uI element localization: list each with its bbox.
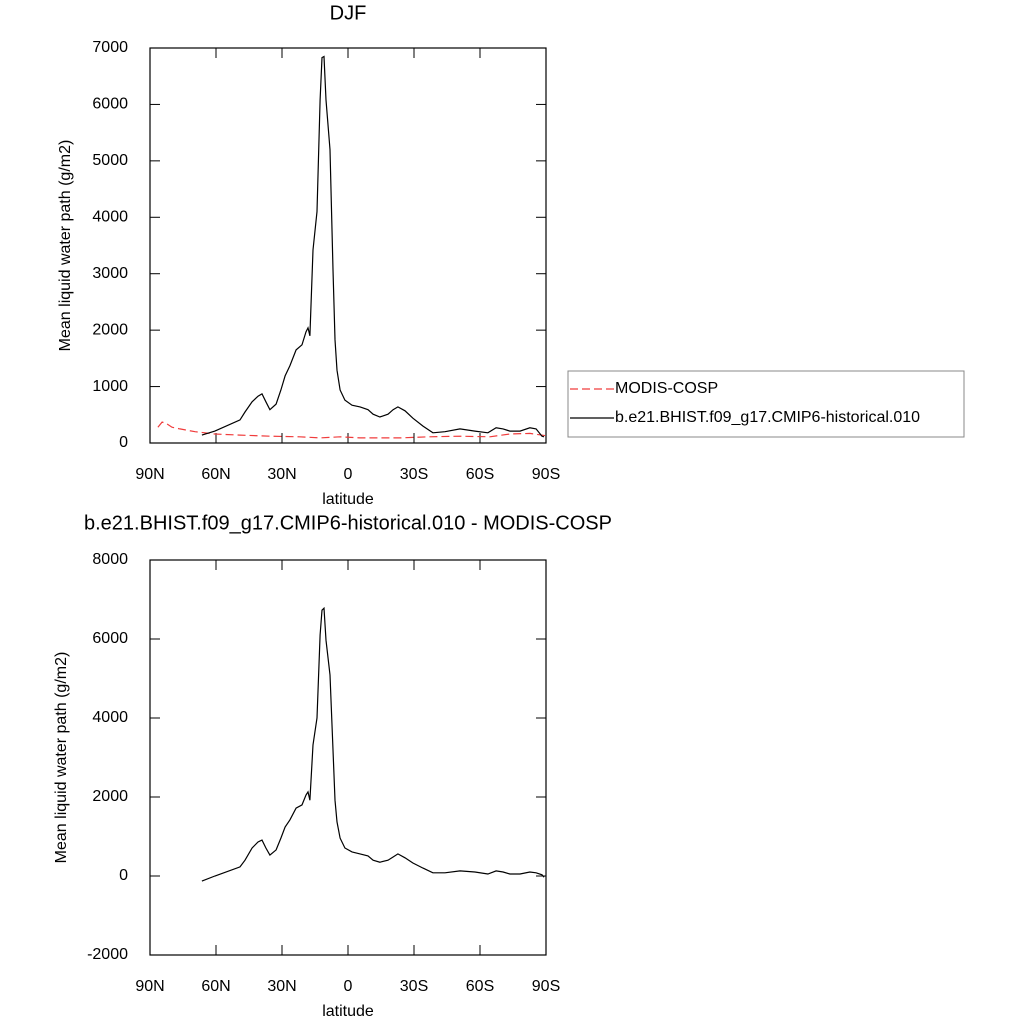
x-tick-label: 90S [532, 978, 560, 995]
plot-frame [149, 47, 547, 444]
y-tick-label: 1000 [92, 378, 128, 395]
x-tick-label: 60S [466, 466, 494, 483]
x-axis-label: latitude [322, 491, 374, 508]
y-axis-label: Mean liquid water path (g/m2) [53, 652, 70, 864]
x-tick-label: 30N [267, 466, 296, 483]
y-tick-label: 4000 [92, 209, 128, 226]
series-line [201, 55, 545, 438]
x-tick-label: 60N [201, 466, 230, 483]
legend-label: MODIS-COSP [615, 380, 718, 397]
y-tick-label: 8000 [92, 551, 128, 568]
y-tick-label: 0 [119, 867, 128, 884]
x-tick-label: 30N [267, 978, 296, 995]
y-tick-label: 0 [119, 434, 128, 451]
y-tick-label: 4000 [92, 709, 128, 726]
x-tick-label: 0 [344, 466, 353, 483]
x-tick-label: 60N [201, 978, 230, 995]
y-tick-label: 3000 [92, 265, 128, 282]
series-line [201, 606, 545, 882]
x-axis-label: latitude [322, 1003, 374, 1020]
y-tick-label: 6000 [92, 96, 128, 113]
plot-frame [149, 559, 547, 956]
y-tick-label: 5000 [92, 152, 128, 169]
chart-title: DJF [330, 2, 367, 24]
x-tick-label: 90N [135, 466, 164, 483]
x-tick-label: 90S [532, 466, 560, 483]
x-tick-label: 60S [466, 978, 494, 995]
y-tick-label: 7000 [92, 39, 128, 56]
legend-label: b.e21.BHIST.f09_g17.CMIP6-historical.010 [615, 409, 920, 426]
x-tick-label: 30S [400, 466, 428, 483]
y-tick-label: -2000 [87, 946, 128, 963]
chart-title: b.e21.BHIST.f09_g17.CMIP6-historical.010… [84, 512, 612, 534]
x-tick-label: 0 [344, 978, 353, 995]
y-tick-label: 6000 [92, 630, 128, 647]
y-axis-label: Mean liquid water path (g/m2) [57, 140, 74, 352]
series-line [157, 421, 547, 439]
legend-box [567, 370, 965, 438]
y-tick-label: 2000 [92, 321, 128, 338]
y-tick-label: 2000 [92, 788, 128, 805]
x-tick-label: 30S [400, 978, 428, 995]
x-tick-label: 90N [135, 978, 164, 995]
